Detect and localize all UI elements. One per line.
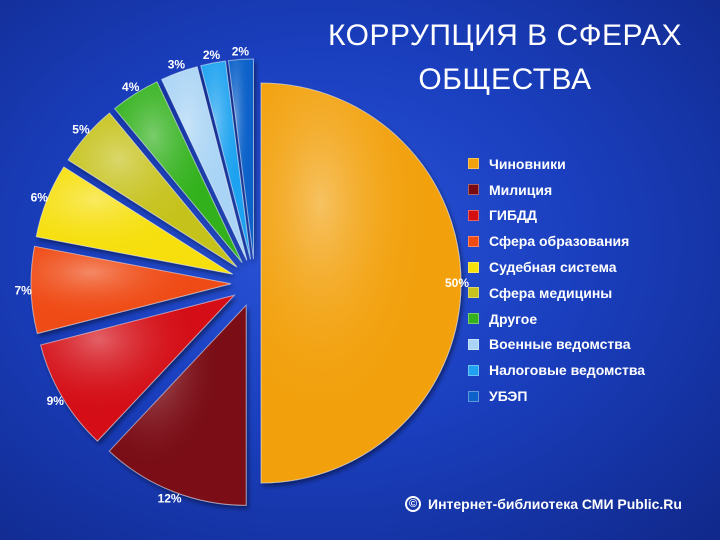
legend-swatch: [468, 338, 479, 350]
legend-label: ГИБДД: [489, 207, 538, 224]
pie-slice-group: [67, 112, 238, 268]
legend-item: УБЭП: [468, 383, 645, 409]
legend-swatch: [468, 287, 479, 299]
pie-slice-group: [113, 81, 243, 264]
legend-label: Налоговые ведомства: [489, 362, 646, 379]
legend-item: Военные ведомства: [468, 332, 645, 358]
legend-label: Судебная система: [489, 259, 617, 276]
chart-title-line-1: КОРРУПЦИЯ В СФЕРАХ: [327, 19, 683, 52]
legend-swatch: [468, 313, 479, 325]
legend-label: Сфера образования: [489, 233, 630, 250]
pie-slice-group: [30, 245, 232, 335]
slice-value-label: 5%: [72, 123, 90, 137]
pie-slice-highlight: [109, 305, 247, 506]
slice-value-label: 2%: [232, 44, 250, 58]
pie-slice-group: [200, 60, 251, 260]
legend-item: Другое: [468, 306, 645, 332]
legend-item: Чиновники: [468, 151, 645, 177]
legend-item: Милиция: [468, 177, 645, 203]
slice-value-label: 50%: [445, 276, 469, 290]
slice-value-label: 3%: [168, 58, 186, 72]
pie-slice-highlight: [36, 166, 233, 275]
legend-item: Судебная система: [468, 254, 645, 280]
legend-swatch: [468, 158, 479, 170]
slice-value-label: 7%: [14, 283, 32, 297]
legend-swatch: [468, 364, 479, 376]
legend-swatch: [468, 235, 479, 247]
pie-slice-highlight: [161, 66, 247, 261]
pie-slice-group: [161, 66, 248, 261]
legend-item: Сфера образования: [468, 228, 645, 254]
pie-slice-highlight: [261, 83, 461, 483]
pie-slice-group: [227, 58, 254, 260]
source-text: Интернет-библиотека СМИ Public.Ru: [428, 496, 682, 512]
legend-label: УБЭП: [489, 388, 528, 405]
pie-slice-group: [108, 304, 247, 506]
legend-label: Другое: [489, 310, 538, 327]
legend-swatch: [468, 261, 479, 273]
legend-item: ГИБДД: [468, 203, 645, 229]
slice-value-label: 4%: [122, 80, 140, 94]
pie-slice-group: [40, 294, 236, 442]
pie-slice-group: [260, 82, 462, 484]
source-note: © Интернет-библиотека СМИ Public.Ru: [405, 496, 682, 512]
legend-swatch: [468, 390, 479, 402]
legend-item: Сфера медицины: [468, 280, 645, 306]
legend-swatch: [468, 184, 479, 196]
legend-swatch: [468, 209, 479, 221]
chart-title: КОРРУПЦИЯ В СФЕРАХ ОБЩЕСТВА: [300, 14, 710, 102]
pie-slice-highlight: [228, 59, 254, 260]
legend-label: Милиция: [489, 181, 553, 198]
chart-legend: Чиновники Милиция ГИБДД Сфера образования Су…: [468, 151, 645, 409]
slice-value-label: 6%: [31, 191, 49, 205]
pie-slice-highlight: [200, 61, 251, 260]
legend-label: Военные ведомства: [489, 336, 631, 353]
slice-value-label: 12%: [158, 492, 182, 506]
pie-slice-highlight: [114, 81, 243, 263]
slice-value-label: 9%: [47, 394, 65, 408]
legend-item: Налоговые ведомства: [468, 357, 645, 383]
pie-slice-highlight: [68, 113, 237, 268]
copyright-icon: ©: [405, 496, 421, 512]
pie-slice-highlight: [31, 246, 232, 334]
pie-slice-group: [35, 166, 233, 275]
pie-slice-highlight: [40, 295, 235, 442]
chart-title-line-2: ОБЩЕСТВА: [418, 63, 592, 96]
legend-label: Сфера медицины: [489, 284, 613, 301]
legend-label: Чиновники: [489, 155, 566, 172]
slice-value-label: 2%: [203, 48, 221, 62]
